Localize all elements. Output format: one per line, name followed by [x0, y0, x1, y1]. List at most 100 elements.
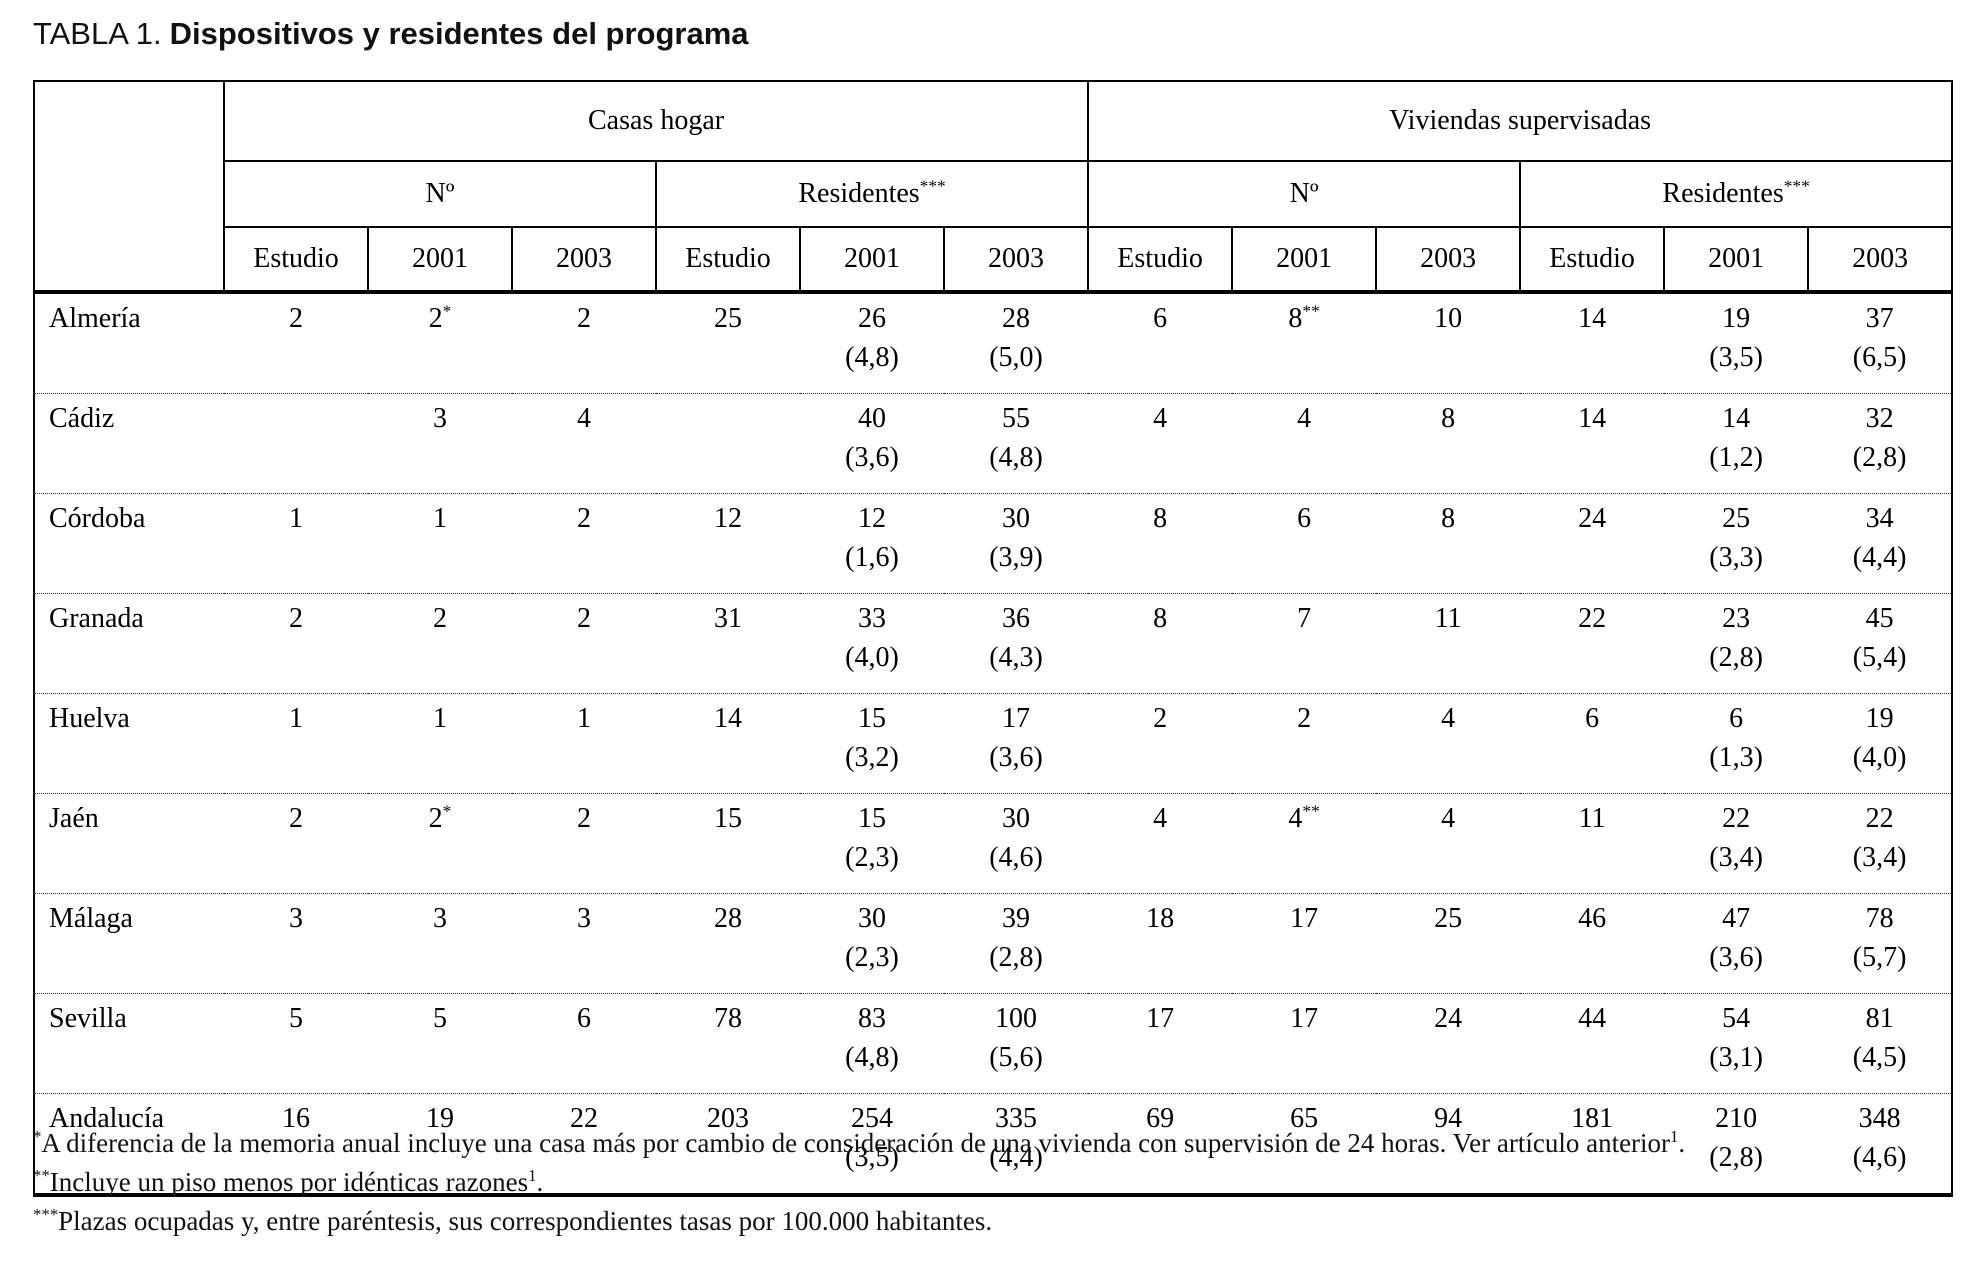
cell-rate	[1234, 642, 1374, 678]
cell-rate: (4,8)	[989, 442, 1043, 473]
cell-rate	[1090, 542, 1230, 578]
footnote-text: Incluye un piso menos por idénticas razo…	[49, 1167, 529, 1197]
cell-value: 335	[995, 1103, 1038, 1134]
cell-value: 4	[1441, 703, 1456, 734]
header-row-groups: Casas hogar Viviendas supervisadas	[34, 81, 1953, 294]
cell-value: 2	[577, 503, 591, 534]
table-cell: 5	[368, 993, 512, 1094]
table-cell: 1	[512, 693, 656, 794]
table-cell: 2	[1088, 693, 1233, 794]
cell-value: 30	[858, 903, 886, 934]
cell-value: 1	[289, 703, 303, 734]
cell-rate: (3,4)	[1852, 842, 1907, 873]
table-row: Huelva 1 1 1 14 15 (3,2) 17 (3,6) 2 2 4 6 …	[34, 693, 1953, 794]
cell-rate: (5,4)	[1852, 642, 1907, 673]
table-cell: 2	[224, 793, 368, 894]
cell-value: 46	[1578, 903, 1607, 934]
cell-rate	[514, 342, 654, 378]
province-label: Sevilla	[34, 993, 224, 1094]
table-cell: 28 (5,0)	[944, 292, 1088, 394]
cell-rate: (2,3)	[845, 842, 899, 873]
cell-value: 4	[1153, 403, 1168, 434]
cell-rate	[370, 542, 510, 578]
table-cell: 4	[512, 393, 656, 494]
cell-rate	[226, 742, 366, 778]
table-cell: 2	[368, 593, 512, 694]
province-label: Jaén	[34, 793, 224, 894]
footnote-line: *A diferencia de la memoria anual incluy…	[33, 1124, 1943, 1163]
cell-rate	[1522, 342, 1662, 378]
table-cell: 11	[1376, 593, 1521, 694]
table-cell: 36 (4,3)	[944, 593, 1089, 694]
cell-value: 30	[1002, 503, 1031, 534]
footnote-marker: ***	[33, 1205, 59, 1224]
cell-value: 7	[1297, 603, 1312, 634]
cell-rate	[514, 642, 654, 678]
cell-rate	[1234, 342, 1374, 378]
table-row: Córdoba 1 1 2 12 12 (1,6) 30 (3,9) 8 6 8 2…	[34, 493, 1953, 594]
group-header-casas-hogar: Casas hogar	[224, 81, 1089, 162]
col-header: Estudio	[1519, 227, 1665, 294]
province-label: Huelva	[34, 693, 224, 794]
table-cell: 47 (3,6)	[1664, 893, 1809, 994]
group-header-viviendas-supervisadas: Viviendas supervisadas	[1087, 81, 1953, 162]
cell-rate	[226, 642, 366, 678]
cell-value: 8	[1153, 503, 1168, 534]
cell-rate	[226, 1042, 366, 1078]
table-cell: 203	[656, 1093, 800, 1195]
cell-value: 14	[1578, 303, 1607, 334]
cell-rate: (4,6)	[1852, 1142, 1907, 1173]
subheader-label: Residentes	[1662, 178, 1784, 209]
footnote-text: Plazas ocupadas y, entre paréntesis, sus…	[58, 1206, 986, 1236]
table-cell: 28	[656, 893, 800, 994]
cell-rate	[658, 642, 798, 678]
table-cell: 6	[1232, 493, 1377, 594]
cell-footnote-marker: *	[442, 801, 452, 821]
cell-rate: (1,6)	[845, 542, 899, 573]
footnote-tail: .	[985, 1206, 993, 1236]
table-row: Málaga 3 3 3 28 30 (2,3) 39 (2,8) 18 17 25…	[34, 893, 1953, 994]
cell-rate	[658, 410, 798, 446]
cell-rate: (3,4)	[1709, 842, 1763, 873]
table-cell: 45 (5,4)	[1808, 593, 1953, 694]
table-cell: 32 (2,8)	[1808, 393, 1953, 494]
province-label: Andalucía	[34, 1093, 224, 1195]
subheader-ch-residentes: Residentes***	[654, 161, 1089, 228]
table-cell: 16	[224, 1093, 368, 1195]
cell-value: 8	[1441, 403, 1456, 434]
col-header: 2003	[1375, 227, 1521, 294]
cell-value: 3	[433, 403, 447, 434]
cell-rate	[1522, 1042, 1662, 1078]
cell-rate: (4,0)	[845, 642, 899, 673]
cell-value: 23	[1722, 603, 1751, 634]
province-label: Almería	[49, 303, 141, 334]
table-row: Almería 2 2* 2 25 26 (4,8) 28 (5,0) 6 8** …	[34, 292, 1952, 394]
cell-rate	[370, 942, 510, 978]
table-cell: 54 (3,1)	[1664, 993, 1809, 1094]
table-cell: 33 (4,0)	[800, 593, 944, 694]
table-title: TABLA 1. Dispositivos y residentes del pr…	[33, 16, 749, 52]
cell-rate	[658, 1042, 798, 1078]
cell-value: 2	[1297, 703, 1312, 734]
cell-rate	[1378, 1042, 1518, 1078]
table-cell: 2	[512, 292, 656, 394]
cell-value: 2	[433, 603, 447, 634]
cell-rate	[226, 842, 366, 878]
cell-value: 78	[1865, 903, 1894, 934]
cell-rate	[370, 642, 510, 678]
table-cell	[656, 393, 800, 494]
cell-value: 15	[858, 803, 886, 834]
cell-value: 34	[1865, 503, 1894, 534]
footnote-ref: 1	[528, 1166, 537, 1185]
table-cell: 3	[224, 893, 368, 994]
table-cell: 81 (4,5)	[1808, 993, 1953, 1094]
table-cell: 40 (3,6)	[800, 393, 944, 494]
table-cell: 14	[1520, 393, 1665, 494]
cell-rate: (3,6)	[845, 442, 899, 473]
table-cell: 37 (6,5)	[1808, 292, 1952, 394]
cell-value: 94	[1434, 1103, 1463, 1134]
province-label: Granada	[34, 593, 224, 694]
cell-value: 6	[1153, 303, 1168, 334]
cell-value: 81	[1865, 1003, 1894, 1034]
cell-rate: (3,9)	[989, 542, 1043, 573]
